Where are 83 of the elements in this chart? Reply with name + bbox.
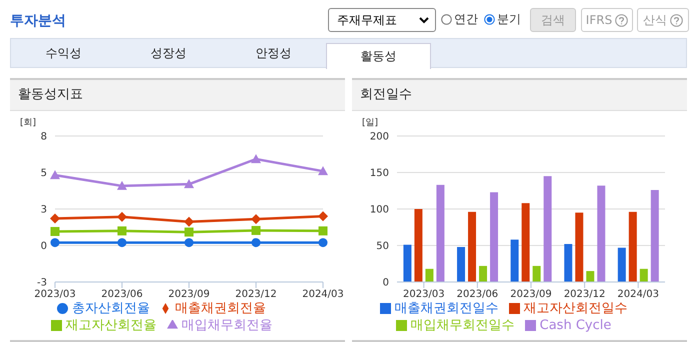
x-tick-label: 2023/03 [403,289,445,300]
y-tick-label: 8 [40,132,47,143]
bar [522,203,530,282]
x-tick-label: 2024/03 [302,289,344,300]
point [118,238,126,248]
text: 연간 [454,11,478,28]
text: 활동성 [326,43,431,69]
bar [532,266,541,282]
point [117,212,127,222]
legend-label: 재고자산회전일수 [524,301,628,316]
point [251,154,261,164]
point [252,238,260,248]
bar [403,244,412,282]
y-axis-title: [회] [20,117,36,129]
chart-title: 회전일수 [352,80,687,111]
bar [510,240,519,282]
bar [468,212,476,282]
text: 검색 [530,8,576,32]
x-tick-label: 2023/12 [564,289,606,300]
bar [490,192,498,282]
bar [564,244,572,282]
bar [414,209,422,282]
y-tick-label: 200 [370,132,389,143]
text: 주재무제표 [328,8,436,32]
point [318,211,328,222]
x-tick-label: 2023/12 [235,289,277,300]
text: 산식 [637,8,689,32]
point [50,238,60,248]
bar [425,268,434,282]
bar [640,268,648,282]
point [50,170,60,180]
text: 성장성 [150,45,188,62]
bar [457,246,466,282]
x-tick-label: 2024/03 [617,289,659,300]
y-axis-title: [일] [362,117,378,129]
legend-label: Cash Cycle [540,318,612,333]
legend-label: 재고자산회전율 [66,318,156,333]
point [117,180,127,190]
bar [586,271,594,282]
bar [650,190,659,282]
y-tick-label: 5 [40,168,47,180]
point [252,226,260,235]
x-tick-label: 2023/09 [168,289,210,300]
y-tick-label: 0 [382,278,389,289]
y-tick-label: 150 [370,168,389,180]
point [184,216,194,227]
point [251,214,261,224]
point [50,226,60,236]
legend-label: 매입채무회전일수 [410,318,515,333]
bar [544,176,552,282]
point [318,166,328,176]
bar [436,184,444,282]
x-tick-label: 2023/03 [34,289,76,300]
y-tick-label: -3 [37,278,47,289]
bar [575,212,584,282]
text: 투자분석 [10,12,66,30]
point [50,213,60,224]
bar [597,186,606,282]
y-tick-label: 50 [376,241,389,252]
point [318,238,328,248]
x-tick-label: 2023/06 [456,289,498,300]
y-tick-label: 100 [370,204,389,216]
point [184,238,194,248]
text: 분기 [497,11,521,28]
point [318,226,328,236]
chart-title: 활동성지표 [10,80,345,111]
x-tick-label: 2023/06 [101,289,143,300]
text: IFRS [581,8,633,32]
point [118,226,126,236]
y-tick-label: 3 [40,204,47,216]
y-tick-label: 0 [40,241,47,252]
legend-label: 총자산회전율 [72,301,150,316]
bar [618,248,626,282]
bar [628,212,637,282]
text: 수익성 [44,45,82,62]
text: 안정성 [254,45,292,62]
x-tick-label: 2023/09 [510,289,552,300]
legend-label: 매출채권회전일수 [394,301,498,316]
legend-label: 매출채권회전율 [175,301,266,316]
bar [479,266,488,282]
legend-label: 매입채무회전율 [182,318,272,333]
point [184,179,194,188]
point [184,228,194,237]
